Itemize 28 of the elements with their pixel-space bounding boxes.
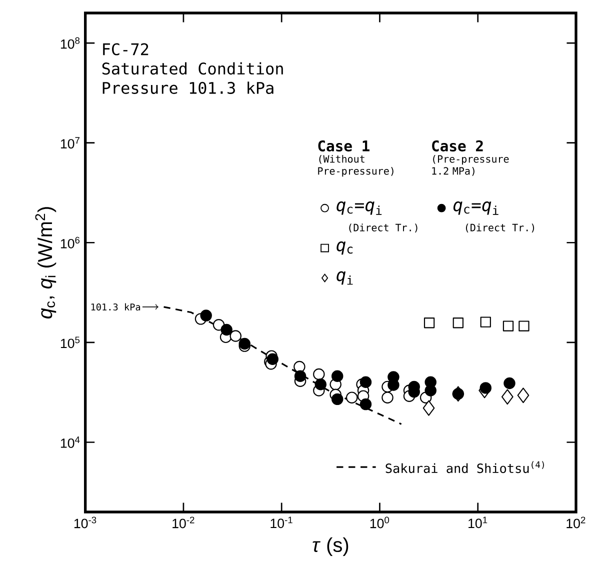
legend-label: Sakurai and Shiotsu$^{(4)}$ bbox=[386, 461, 544, 474]
text: Saturated Condition bbox=[102, 62, 283, 75]
annotation: (Direct Tr.) bbox=[349, 224, 418, 233]
legend-label: q$_{c}$=q$_{i}$ bbox=[453, 201, 498, 215]
annotation: (Direct Tr.) bbox=[466, 224, 534, 233]
y-tick-label: 10$^{5}$ bbox=[60, 336, 80, 348]
x-tick-label: 10$^{2}$ bbox=[566, 516, 586, 528]
annotation: (Without Pre-pressure) bbox=[318, 154, 394, 177]
x-tick-label: 10$^{0}$ bbox=[370, 516, 390, 528]
legend-label: q$_{i}$ bbox=[336, 271, 353, 285]
annotation: Pressure 101.3 kPa bbox=[102, 82, 274, 94]
y-tick-label: 10$^{8}$ bbox=[60, 37, 80, 49]
legend-label: q$_{c}$=q$_{i}$ bbox=[336, 201, 382, 215]
annotation: (Pre-pressure 1.2 MPa) bbox=[432, 154, 509, 176]
y-axis-title: q$_{c}$, q$_{i}$ (W/m$^{2}$) bbox=[35, 207, 56, 318]
x-tick-label: 10$^{1}$ bbox=[468, 516, 488, 528]
y-tick-label: 10$^{6}$ bbox=[60, 236, 80, 248]
annotation: Case 1 bbox=[318, 140, 370, 152]
x-tick-label: 10$^{-1}$ bbox=[270, 516, 292, 528]
y-tick-label: 10$^{4}$ bbox=[60, 436, 80, 448]
text: FC-72 bbox=[103, 43, 148, 56]
x-tick-label: 10$^{-2}$ bbox=[172, 516, 194, 528]
annotation: Case 2 bbox=[432, 140, 483, 152]
legend-label: q$_{c}$ bbox=[336, 241, 353, 255]
annotation: 101.3 kPa bbox=[91, 303, 140, 311]
x-tick-label: 10$^{-3}$ bbox=[74, 516, 96, 528]
y-tick-label: 10$^{7}$ bbox=[60, 137, 80, 149]
x-axis-title: τ (s) bbox=[312, 537, 348, 556]
